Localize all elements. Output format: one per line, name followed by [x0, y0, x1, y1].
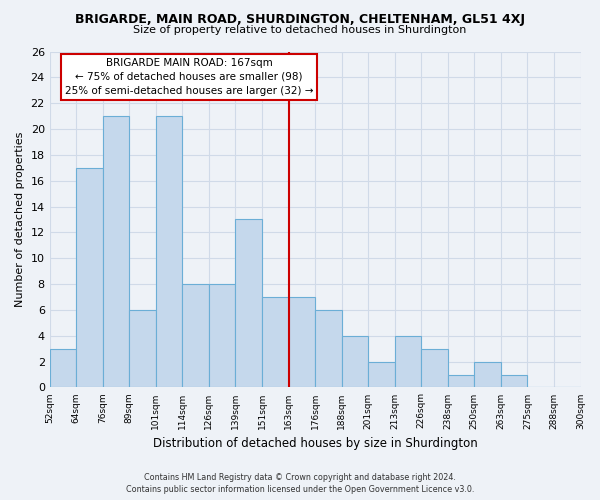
- Bar: [156, 116, 182, 388]
- Bar: [395, 336, 421, 388]
- Bar: [368, 362, 395, 388]
- Bar: [50, 348, 76, 388]
- Bar: [341, 336, 368, 388]
- Text: Size of property relative to detached houses in Shurdington: Size of property relative to detached ho…: [133, 25, 467, 35]
- Bar: [475, 362, 501, 388]
- Bar: [182, 284, 209, 388]
- Text: BRIGARDE, MAIN ROAD, SHURDINGTON, CHELTENHAM, GL51 4XJ: BRIGARDE, MAIN ROAD, SHURDINGTON, CHELTE…: [75, 12, 525, 26]
- Text: Contains HM Land Registry data © Crown copyright and database right 2024.
Contai: Contains HM Land Registry data © Crown c…: [126, 473, 474, 494]
- Bar: [501, 374, 527, 388]
- Bar: [315, 310, 341, 388]
- Y-axis label: Number of detached properties: Number of detached properties: [15, 132, 25, 307]
- Bar: [289, 297, 315, 388]
- Bar: [209, 284, 235, 388]
- Bar: [76, 168, 103, 388]
- Bar: [448, 374, 475, 388]
- X-axis label: Distribution of detached houses by size in Shurdington: Distribution of detached houses by size …: [153, 437, 478, 450]
- Text: BRIGARDE MAIN ROAD: 167sqm
← 75% of detached houses are smaller (98)
25% of semi: BRIGARDE MAIN ROAD: 167sqm ← 75% of deta…: [65, 58, 313, 96]
- Bar: [235, 220, 262, 388]
- Bar: [421, 348, 448, 388]
- Bar: [262, 297, 289, 388]
- Bar: [103, 116, 129, 388]
- Bar: [129, 310, 156, 388]
